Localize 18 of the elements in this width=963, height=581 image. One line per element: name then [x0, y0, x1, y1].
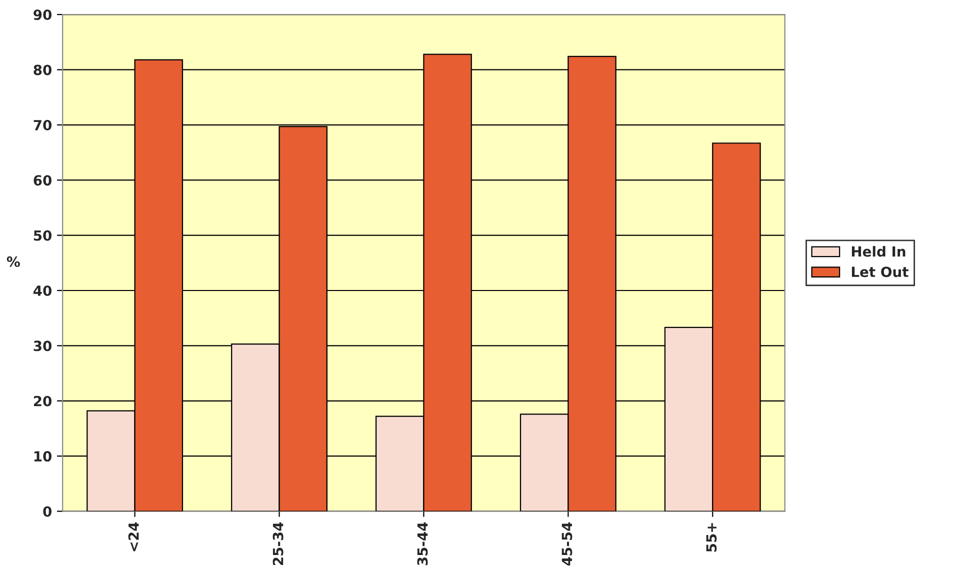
y-axis-title: % [6, 256, 20, 267]
y-tick-label: 70 [34, 120, 52, 130]
x-tick-label: 25-34 [272, 522, 284, 566]
y-tick-label: 0 [43, 506, 52, 517]
y-tick-label: 20 [34, 396, 52, 406]
y-tick-label: 10 [34, 451, 52, 462]
y-tick-label: 50 [34, 230, 52, 241]
legend-label: Let Out [852, 266, 908, 278]
y-tick-label: 40 [33, 285, 52, 296]
y-tick-label: 30 [34, 340, 52, 352]
x-tick-label: <24 [128, 522, 139, 552]
x-tick-label: 45-54 [562, 522, 572, 566]
legend-label: Held In [852, 246, 906, 257]
x-tick-label: 55+ [706, 523, 717, 552]
y-tick-label: 80 [34, 64, 52, 76]
y-tick-label: 60 [34, 175, 52, 186]
y-tick-label: 90 [34, 9, 52, 20]
x-tick-label: 35-44 [417, 522, 428, 566]
